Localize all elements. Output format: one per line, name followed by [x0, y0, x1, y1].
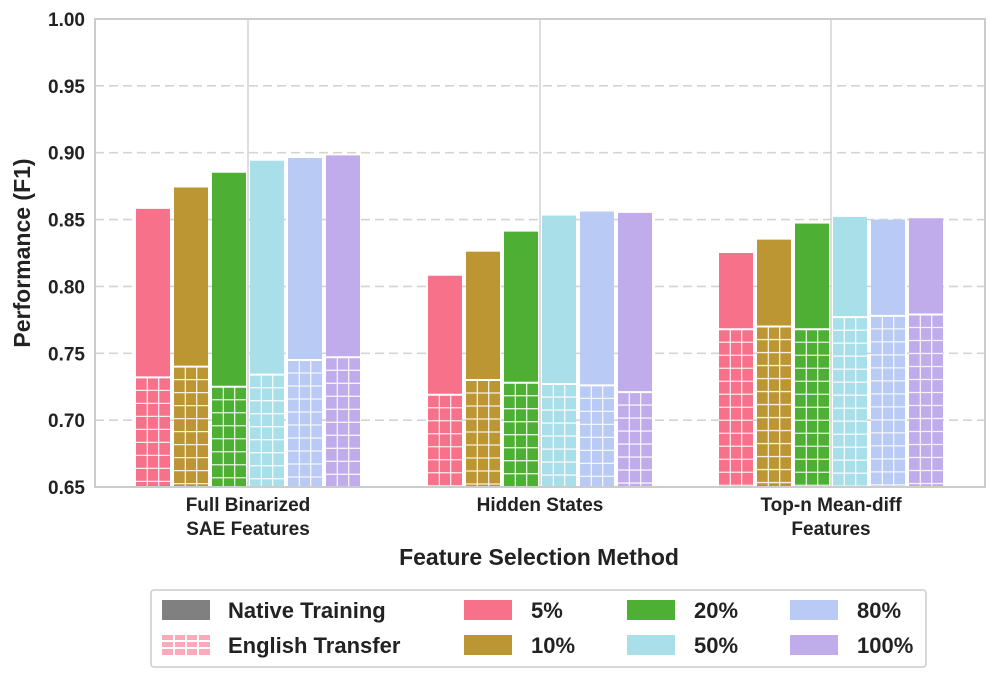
legend-native-swatch [162, 600, 210, 620]
legend-transfer-label: English Transfer [228, 633, 401, 658]
x-tick-label: Full Binarized [186, 495, 311, 516]
english-transfer-bar [428, 393, 462, 487]
legend-series-label: 80% [857, 598, 901, 623]
english-transfer-bar [288, 358, 322, 487]
legend-transfer-swatch [162, 635, 210, 655]
english-transfer-bar [618, 391, 652, 487]
english-transfer-bar [833, 316, 867, 487]
english-transfer-bar [466, 379, 500, 487]
legend-series-label: 50% [694, 633, 738, 658]
legend-series-entries: 5% 10% 20% 50% 80% 100% [464, 598, 913, 658]
legend-swatch [790, 635, 838, 655]
y-tick-label: 0.95 [48, 77, 85, 98]
x-tick-label: Hidden States [477, 495, 604, 516]
legend-box [150, 589, 927, 668]
english-transfer-bar [757, 325, 791, 487]
legend-series-label: 5% [531, 598, 563, 623]
legend-series-label: 100% [857, 633, 913, 658]
y-tick-label: 1.00 [48, 10, 85, 31]
english-transfer-bar [212, 385, 246, 487]
english-transfer-bar [580, 384, 614, 487]
english-transfer-bar [250, 373, 284, 487]
y-tick-label: 0.80 [48, 277, 85, 298]
legend-swatch [464, 635, 512, 655]
bars [136, 155, 943, 488]
english-transfer-bar [326, 356, 360, 487]
y-axis-title: Performance (F1) [9, 158, 35, 347]
english-transfer-bar [909, 313, 943, 487]
english-transfer-bar [871, 314, 905, 487]
y-tick-label: 0.90 [48, 144, 85, 165]
y-tick-label: 0.75 [48, 344, 85, 365]
english-transfer-bar [174, 365, 208, 487]
legend-native-label: Native Training [228, 598, 386, 623]
legend: Native Training English Transfer 5% 10% 20… [150, 589, 927, 668]
legend-swatch [627, 635, 675, 655]
legend-series-label: 10% [531, 633, 575, 658]
plot-frame [94, 18, 986, 488]
y-tick-label: 0.65 [48, 478, 85, 499]
english-transfer-bar [136, 376, 170, 487]
x-tick-label: Top-n Mean-diff [760, 495, 902, 516]
axes: 0.65 0.70 0.75 0.80 0.85 0.90 0.95 1.00 Full Bin… [48, 10, 986, 540]
legend-series-label: 20% [694, 598, 738, 623]
x-tick-label: SAE Features [186, 519, 310, 540]
english-transfer-bar [504, 381, 538, 488]
y-tick-label: 0.85 [48, 211, 85, 232]
legend-swatch [790, 600, 838, 620]
english-transfer-bar [719, 328, 753, 487]
x-axis-title: Feature Selection Method [399, 544, 679, 570]
y-tick-label: 0.70 [48, 411, 85, 432]
legend-swatch [464, 600, 512, 620]
english-transfer-bar [542, 383, 576, 487]
legend-swatch [627, 600, 675, 620]
english-transfer-bar [795, 328, 829, 487]
x-tick-label: Features [791, 519, 870, 540]
